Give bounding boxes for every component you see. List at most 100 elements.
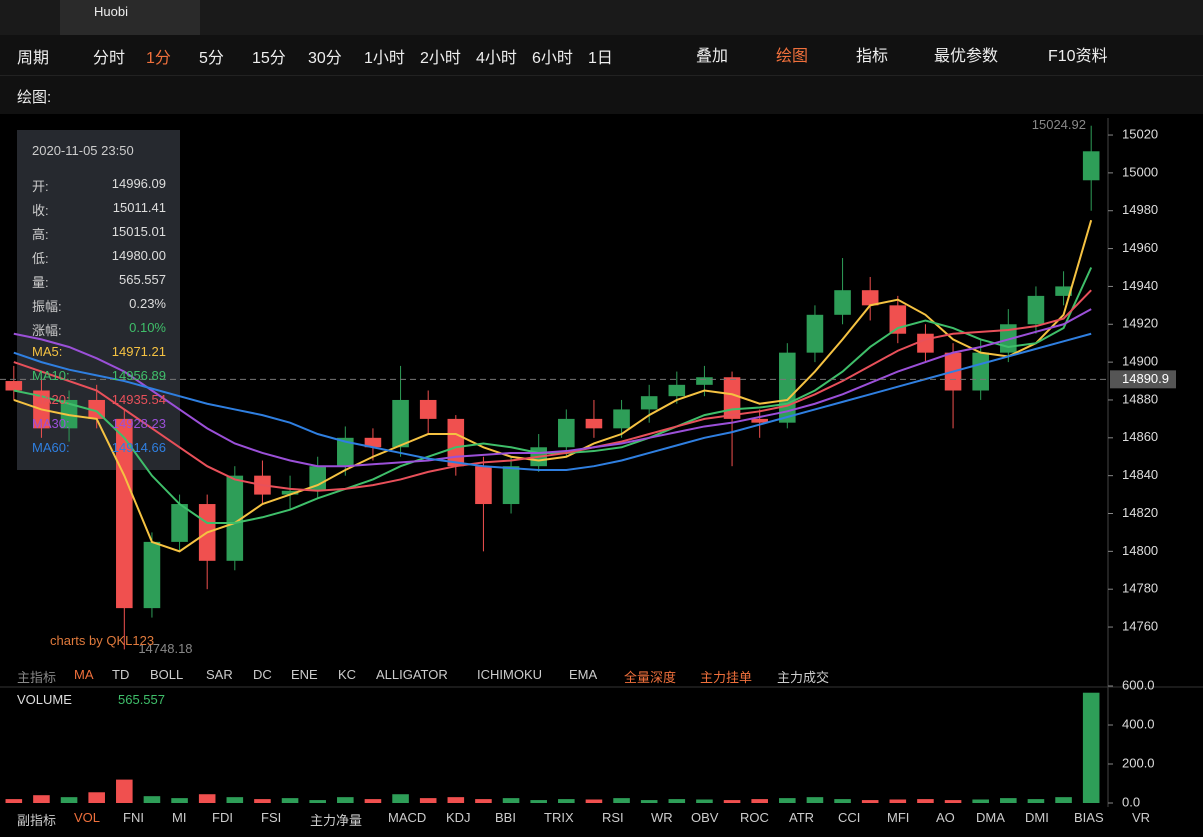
candle-body — [419, 399, 437, 419]
indicator-button[interactable]: MACD — [388, 810, 427, 825]
y2-tick-label: 600.0 — [1122, 677, 1155, 692]
period-label[interactable]: 周期 — [17, 50, 50, 67]
volume-bar — [254, 799, 271, 803]
candle-body — [1055, 286, 1072, 296]
depth-button[interactable]: 全量深度 — [624, 670, 677, 685]
volume-title: VOLUME — [17, 692, 72, 707]
candle-body — [364, 437, 382, 448]
period-button[interactable]: 1分 — [146, 50, 171, 67]
indicator-button[interactable]: MFI — [887, 810, 910, 825]
tool-button[interactable]: 叠加 — [696, 48, 729, 65]
tooltip-ma-key: MA10: — [32, 368, 70, 383]
indicator-button[interactable]: BOLL — [150, 667, 184, 682]
tooltip-key: 涨幅: — [32, 323, 62, 338]
indicator-button[interactable]: KDJ — [446, 810, 471, 825]
y-tick-label: 14900 — [1122, 354, 1158, 369]
volume-bar — [116, 779, 133, 803]
indicator-button[interactable]: BBI — [495, 810, 516, 825]
volume-bar — [392, 794, 409, 803]
candle-body — [1027, 295, 1045, 325]
tool-button[interactable]: F10资料 — [1048, 48, 1108, 65]
indicator-button[interactable]: MI — [172, 810, 187, 825]
tool-button[interactable]: 绘图 — [776, 48, 809, 65]
indicator-button[interactable]: CCI — [838, 810, 861, 825]
y-tick-label: 14780 — [1122, 581, 1158, 596]
y-tick-label: 14880 — [1122, 391, 1158, 406]
indicator-button[interactable]: TD — [112, 667, 130, 682]
volume-bar — [696, 799, 713, 803]
tab[interactable] — [60, 0, 200, 35]
y-tick-label: 14960 — [1122, 240, 1158, 255]
indicator-button[interactable]: ATR — [789, 810, 815, 825]
indicator-button[interactable]: DMA — [976, 810, 1005, 825]
indicator-button[interactable]: DC — [253, 667, 272, 682]
period-button[interactable]: 6小时 — [532, 50, 573, 67]
volume-bar — [640, 800, 658, 803]
indicator-button[interactable]: OBV — [691, 810, 719, 825]
indicator-button[interactable]: FDI — [212, 810, 233, 825]
candle-body — [668, 384, 686, 397]
candle-body — [613, 409, 630, 429]
volume-bar — [171, 798, 188, 803]
candle-body — [309, 466, 326, 491]
volume-value: 565.557 — [118, 692, 165, 707]
period-button[interactable]: 4小时 — [476, 50, 517, 67]
volume-bar — [558, 799, 575, 803]
indicator-button[interactable]: DMI — [1025, 810, 1049, 825]
volume-bar — [1055, 797, 1072, 803]
period-button[interactable]: 1小时 — [364, 50, 405, 67]
period-button[interactable]: 1日 — [588, 50, 613, 67]
period-button[interactable]: 分时 — [93, 50, 126, 67]
indicator-button[interactable]: FNI — [123, 810, 144, 825]
period-button[interactable]: 5分 — [199, 50, 224, 67]
period-button[interactable]: 15分 — [252, 50, 286, 67]
indicator-button[interactable]: VOL — [74, 810, 101, 825]
indicator-button[interactable]: BIAS — [1074, 810, 1104, 825]
period-button[interactable]: 2小时 — [420, 50, 461, 67]
indicator-button[interactable]: TRIX — [544, 810, 574, 825]
volume-bar — [143, 796, 161, 803]
indicator-button[interactable]: VR — [1132, 810, 1151, 825]
tooltip-value: 14996.09 — [111, 176, 166, 191]
ma-line — [13, 289, 1092, 492]
volume-bar — [834, 799, 851, 803]
indicator-button[interactable]: ENE — [291, 667, 318, 682]
indicator-button[interactable]: ROC — [740, 810, 769, 825]
candle-body — [226, 475, 244, 561]
tool-button[interactable]: 指标 — [856, 48, 889, 65]
candle-body — [806, 314, 824, 353]
tool-button[interactable]: 最优参数 — [934, 48, 999, 65]
period-button[interactable]: 30分 — [308, 50, 342, 67]
indicator-button[interactable]: RSI — [602, 810, 624, 825]
volume-bar — [5, 799, 23, 803]
volume-bar — [668, 799, 686, 803]
depth-button[interactable]: 主力挂单 — [700, 670, 753, 685]
indicator-button[interactable]: 主力净量 — [310, 813, 363, 828]
candle-body — [475, 466, 492, 505]
tooltip-value: 15015.01 — [111, 224, 166, 239]
candle-body — [585, 418, 603, 429]
indicator-button[interactable]: KC — [338, 667, 357, 682]
candle-body — [751, 418, 768, 423]
indicator-button[interactable]: MA — [74, 667, 94, 682]
volume-bar — [530, 800, 547, 803]
tooltip-ma-key: MA20: — [32, 392, 70, 407]
indicator-button[interactable]: AO — [936, 810, 955, 825]
indicator-button[interactable]: SAR — [206, 667, 233, 682]
candle-body — [281, 490, 299, 495]
depth-button[interactable]: 主力成交 — [777, 670, 830, 685]
indicator-button[interactable]: EMA — [569, 667, 598, 682]
indicator-button[interactable]: FSI — [261, 810, 282, 825]
tab-title: Huobi — [94, 4, 128, 19]
tooltip-value: 15011.41 — [112, 200, 166, 215]
tooltip-ma-key: MA5: — [32, 344, 63, 359]
tooltip-value: 0.10% — [129, 320, 166, 335]
candle-body — [834, 290, 851, 315]
indicator-button[interactable]: ALLIGATOR — [376, 667, 448, 682]
volume-bar — [419, 798, 437, 803]
tooltip-ma-value: 14928.23 — [111, 416, 166, 431]
ma-line — [13, 332, 1092, 471]
indicator-button[interactable]: ICHIMOKU — [477, 667, 542, 682]
indicator-button[interactable]: WR — [651, 810, 673, 825]
